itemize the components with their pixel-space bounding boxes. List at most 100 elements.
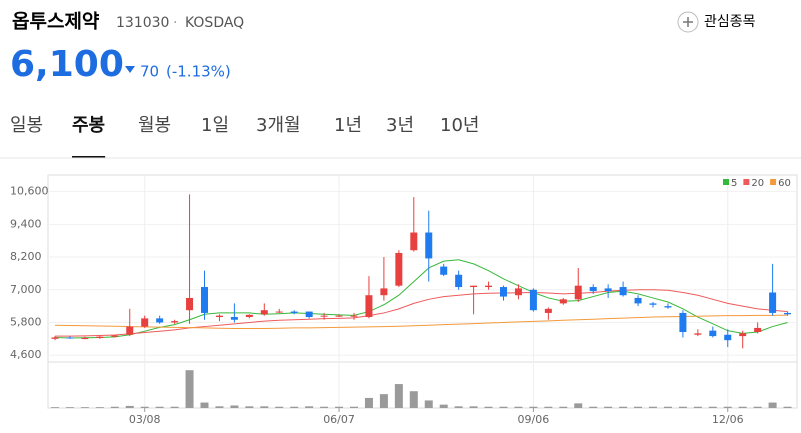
volume-bar	[140, 406, 149, 408]
candle-body	[485, 285, 493, 288]
candle-body	[604, 288, 612, 292]
tab[interactable]: 1일	[201, 115, 229, 136]
volume-bar	[364, 397, 373, 408]
separator: ·	[173, 15, 177, 31]
candle-body	[709, 330, 717, 337]
tab[interactable]: 3개월	[256, 115, 301, 136]
price: 6,100	[10, 44, 124, 85]
tab[interactable]: 월봉	[138, 115, 171, 136]
candle-body	[440, 266, 448, 275]
volume-bar	[469, 406, 478, 408]
tab[interactable]: 10년	[440, 115, 479, 136]
x-tick-label: 06/07	[323, 413, 355, 426]
legend-label: 20	[751, 178, 764, 189]
candle-body	[81, 338, 89, 340]
y-tick-label: 9,400	[10, 217, 42, 230]
candle-body	[350, 315, 358, 317]
candle-body	[245, 314, 253, 318]
candle-body	[96, 336, 104, 339]
legend-swatch	[743, 179, 750, 185]
candle-body	[425, 232, 433, 259]
tab[interactable]: 주봉	[72, 115, 105, 136]
volume-bar	[708, 406, 717, 408]
volume-bar	[51, 407, 59, 408]
volume-bar	[185, 370, 194, 408]
volume-bar	[394, 384, 403, 408]
x-tick-label: 03/08	[129, 413, 161, 426]
volume-bar	[454, 406, 463, 408]
candle-body	[739, 333, 747, 337]
legend-label: 5	[731, 178, 737, 189]
candle-body	[634, 297, 642, 304]
y-tick-label: 7,000	[10, 283, 42, 296]
market: KOSDAQ	[185, 15, 244, 31]
change: 70	[140, 63, 159, 81]
volume-bar	[499, 406, 508, 408]
candle-body	[694, 333, 702, 335]
volume-bar	[604, 406, 613, 408]
tab[interactable]: 일봉	[10, 115, 43, 136]
volume-bar	[589, 406, 598, 408]
candle-body	[544, 308, 552, 313]
ma-line	[54, 259, 788, 339]
candle-body	[784, 312, 792, 315]
candle-body	[574, 285, 582, 300]
candle-body	[514, 288, 522, 296]
candle-body	[275, 311, 283, 313]
volume-bar	[424, 400, 433, 408]
volume-bar	[110, 406, 119, 408]
volume-bar	[379, 394, 388, 408]
stock-code: 131030	[116, 15, 169, 31]
candle-body	[500, 287, 507, 297]
volume-bar	[260, 406, 269, 408]
y-tick-label: 10,600	[10, 185, 49, 198]
volume-bar	[335, 406, 344, 408]
candle-body	[290, 311, 298, 313]
plot-frame	[47, 174, 798, 409]
change-pct: (-1.13%)	[166, 63, 231, 81]
candle-body	[380, 288, 388, 296]
legend-label: 60	[778, 178, 791, 189]
volume-bar	[170, 406, 179, 408]
volume-bar	[95, 407, 104, 408]
ma-line	[55, 289, 788, 337]
volume-bar	[678, 406, 687, 408]
candle-body	[589, 287, 597, 292]
volume-bar	[215, 406, 224, 408]
volume-bar	[155, 406, 164, 408]
candle-body	[559, 299, 567, 304]
candle-body	[305, 311, 313, 318]
candle-body	[215, 315, 223, 318]
x-tick-label: 12/06	[712, 413, 744, 426]
candle-body	[769, 292, 777, 313]
candle-body	[664, 306, 672, 308]
volume-bar	[574, 403, 583, 408]
down-arrow	[125, 66, 135, 73]
candle-body	[529, 289, 537, 311]
candle-body	[230, 317, 238, 320]
volume-bar	[693, 406, 702, 408]
volume-bar	[559, 406, 568, 408]
candle-body	[410, 232, 418, 251]
volume-bar	[290, 406, 299, 408]
candle-body	[201, 287, 208, 313]
volume-bar	[65, 407, 74, 408]
watch-button[interactable]: 관심종목	[677, 11, 756, 33]
tab[interactable]: 1년	[334, 115, 362, 136]
candle-body	[66, 337, 74, 339]
candle-body	[619, 287, 627, 296]
candle-body	[111, 335, 119, 337]
volume-bar	[350, 406, 358, 408]
y-tick-label: 5,800	[10, 315, 42, 328]
volume-bar	[200, 402, 209, 408]
tab[interactable]: 3년	[386, 115, 414, 136]
volume-bar	[305, 406, 314, 408]
y-tick-label: 8,200	[10, 250, 42, 263]
volume-bar	[514, 406, 523, 408]
candle-body	[335, 315, 343, 317]
volume-bar	[544, 406, 553, 408]
volume-bar	[275, 406, 284, 408]
candle-body	[186, 297, 194, 311]
candle-body	[395, 252, 403, 286]
